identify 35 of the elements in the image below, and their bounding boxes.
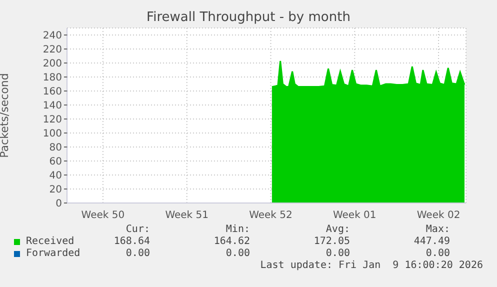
y-tick-label: 180 <box>42 72 62 84</box>
text: Cur: <box>124 224 150 235</box>
text: Last update: Fri Jan 9 16:00:20 2026 <box>260 260 483 271</box>
x-tick-label: Week 52 <box>249 210 292 222</box>
y-tick-label: 220 <box>42 44 62 56</box>
legend-label: Forwarded <box>26 248 80 259</box>
y-tick-label: 160 <box>42 86 62 98</box>
text: 0.00 <box>224 248 250 259</box>
y-tick-label: 100 <box>42 128 62 140</box>
x-tick-label: Week 51 <box>165 210 209 222</box>
y-tick-label: 200 <box>42 58 62 70</box>
text: Min: <box>224 224 250 235</box>
text: 0.00 <box>424 248 450 259</box>
x-tick-label: Week 01 <box>332 210 376 222</box>
text: Avg: <box>324 224 350 235</box>
y-tick-label: 140 <box>42 100 62 112</box>
legend-label: Received <box>26 236 74 247</box>
y-tick-label: 0 <box>56 198 62 210</box>
y-tick-label: 60 <box>49 156 62 168</box>
y-tick-label: 80 <box>49 142 62 154</box>
y-tick-label: 120 <box>42 114 62 126</box>
x-tick-label: Week 50 <box>81 210 125 222</box>
y-tick-label: 240 <box>42 30 62 42</box>
text: Max: <box>424 224 450 235</box>
y-tick-label: 40 <box>49 170 62 182</box>
text: 0.00 <box>126 248 150 259</box>
x-tick-label: Week 02 <box>416 210 460 222</box>
text: 164.62 <box>212 236 250 247</box>
text: 168.64 <box>114 236 150 247</box>
text: 172.05 <box>312 236 350 247</box>
y-tick-label: 20 <box>49 184 62 196</box>
y-axis-title: Packets/second <box>0 73 11 158</box>
text: 447.49 <box>412 236 450 247</box>
text: 0.00 <box>324 248 350 259</box>
chart-title: Firewall Throughput - by month <box>146 10 352 25</box>
